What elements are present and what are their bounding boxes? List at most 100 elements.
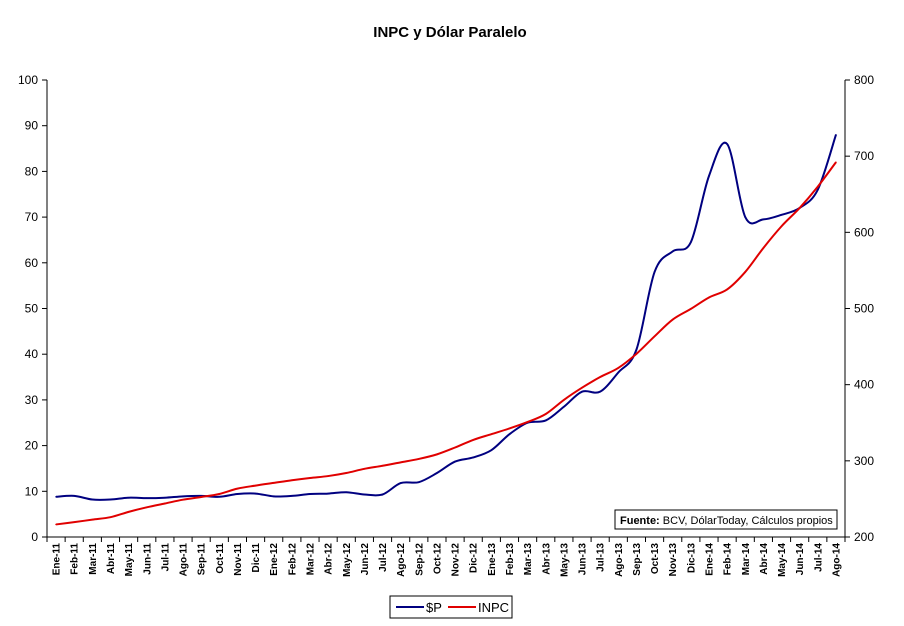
x-tick-label: Jun-12 (360, 543, 371, 576)
x-tick-label: Feb-12 (287, 543, 298, 576)
y-right-tick-label: 500 (854, 302, 874, 316)
x-tick-label: Feb-13 (505, 543, 516, 576)
data-point (73, 521, 76, 523)
data-point (816, 188, 819, 191)
data-point (182, 495, 184, 498)
x-tick-label: Jun-11 (142, 543, 153, 575)
y-left-tick-label: 60 (25, 256, 39, 270)
data-point (417, 458, 420, 460)
data-point (345, 472, 348, 474)
x-tick-label: Ago-12 (396, 543, 407, 577)
data-point (73, 495, 76, 497)
data-point (109, 498, 112, 501)
data-point (145, 497, 148, 499)
series-layer (55, 134, 837, 526)
data-point (291, 479, 293, 482)
y-left-tick-label: 0 (31, 530, 38, 544)
x-tick-label: Abr-14 (759, 543, 770, 575)
data-point (780, 225, 783, 228)
data-point (490, 433, 493, 435)
annotation-text: BCV, DólarToday, Cálculos propios (660, 515, 834, 527)
y-left-tick-label: 50 (25, 302, 39, 316)
data-point (127, 511, 130, 513)
data-point (145, 506, 148, 509)
data-point (599, 390, 601, 393)
data-point (363, 468, 366, 470)
data-point (762, 218, 765, 221)
data-point (635, 348, 638, 351)
data-point (254, 492, 257, 495)
data-point (272, 495, 275, 498)
y-right-tick-label: 300 (854, 454, 874, 468)
data-point (671, 250, 674, 253)
y-right-tick-label: 400 (854, 378, 874, 392)
data-point (653, 335, 656, 338)
data-point (164, 496, 166, 499)
data-point (399, 482, 402, 484)
data-point (835, 134, 837, 136)
series-line-0 (56, 134, 837, 501)
x-tick-label: Ene-14 (704, 543, 715, 576)
data-point (798, 207, 801, 209)
y-left-tick-label: 90 (25, 119, 39, 133)
x-tick-label: Jun-14 (795, 543, 806, 576)
data-point (544, 413, 547, 415)
x-tick-label: Jun-13 (578, 543, 589, 576)
x-tick-label: Sep-13 (632, 543, 643, 576)
x-tick-label: Mar-14 (741, 543, 752, 576)
data-point (671, 318, 674, 321)
data-point (381, 464, 384, 467)
data-point (472, 456, 475, 459)
data-point (272, 482, 275, 484)
data-point (182, 498, 184, 501)
data-point (508, 427, 511, 430)
data-point (218, 493, 221, 495)
data-point (635, 353, 638, 355)
x-tick-label: Jul-11 (160, 543, 171, 572)
data-point (744, 271, 747, 273)
x-tick-label: Dic-12 (469, 543, 480, 573)
x-tick-label: May-13 (559, 543, 570, 577)
data-point (617, 367, 620, 369)
data-point (236, 493, 239, 495)
data-point (526, 421, 529, 423)
x-tick-label: Feb-14 (723, 543, 734, 576)
x-tick-label: May-14 (777, 543, 788, 577)
data-point (381, 493, 384, 496)
data-point (835, 161, 837, 164)
y-left-tick-label: 80 (25, 164, 39, 178)
data-point (563, 405, 565, 408)
data-point (55, 523, 57, 526)
data-point (708, 296, 710, 299)
data-point (599, 376, 601, 378)
data-point (164, 502, 166, 505)
x-tick-label: Ago-11 (179, 543, 190, 577)
x-tick-label: Abr-12 (324, 543, 335, 575)
series-0 (55, 134, 837, 501)
data-point (490, 449, 493, 451)
series-1 (55, 161, 837, 526)
legend-label-p: $P (426, 600, 442, 615)
data-point (309, 493, 311, 495)
data-point (816, 185, 819, 188)
data-point (254, 484, 257, 487)
y-right-tick-label: 200 (854, 530, 874, 544)
data-point (109, 516, 112, 518)
data-point (708, 175, 710, 177)
x-tick-label: Ene-11 (52, 543, 63, 576)
y-left-tick-label: 20 (25, 439, 39, 453)
x-tick-label: Abr-11 (106, 543, 117, 575)
data-point (726, 288, 728, 291)
data-point (617, 371, 620, 374)
data-point (508, 433, 511, 435)
data-point (91, 498, 94, 501)
data-point (327, 475, 329, 477)
data-point (690, 241, 692, 244)
data-point (726, 143, 728, 145)
data-point (91, 518, 94, 521)
x-tick-label: Oct-11 (215, 543, 226, 574)
y-left-tick-label: 100 (18, 73, 38, 87)
x-tick-label: May-12 (342, 543, 353, 577)
x-tick-label: Mar-11 (88, 543, 99, 575)
